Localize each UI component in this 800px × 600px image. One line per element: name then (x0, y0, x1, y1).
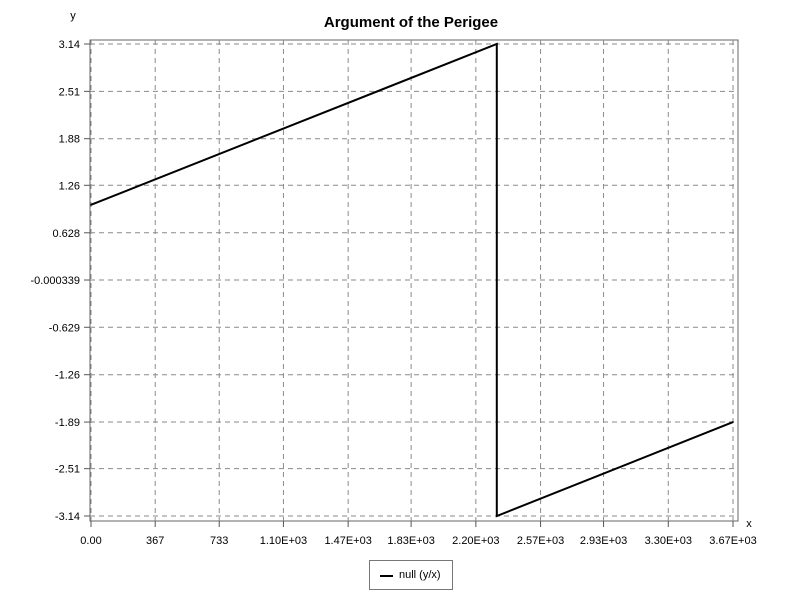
y-tick-label: -2.51 (55, 464, 80, 476)
y-tick-label: 3.14 (59, 39, 80, 51)
y-tick-label: 1.26 (59, 180, 80, 192)
data-point (496, 43, 498, 45)
x-tick-label: 1.47E+03 (324, 535, 371, 547)
series-line (90, 42, 734, 518)
y-tick-label: -1.89 (55, 417, 80, 429)
legend-swatch (380, 575, 393, 577)
data-point (732, 421, 734, 423)
axis-ticks: 0.00 367 733 1.10E+03 1.47E+03 1.83E+03 2.20E+… (30, 39, 756, 547)
y-tick-label: 1.88 (59, 134, 80, 146)
data-point (90, 204, 92, 206)
x-tick-label: 2.57E+03 (517, 535, 564, 547)
y-tick-label: -3.14 (55, 511, 80, 523)
x-tick-label: 1.10E+03 (260, 535, 307, 547)
y-tick-label: -0.629 (49, 322, 80, 334)
x-tick-label: 1.83E+03 (387, 535, 434, 547)
x-tick-label: 3.67E+03 (709, 535, 756, 547)
y-tick-label: -0.000339 (30, 275, 80, 287)
x-tick-label: 367 (146, 535, 164, 547)
x-tick-label: 2.93E+03 (580, 535, 627, 547)
legend: null (y/x) (369, 560, 453, 590)
x-tick-label: 2.20E+03 (452, 535, 499, 547)
x-tick-label: 3.30E+03 (645, 535, 692, 547)
y-tick-label: 0.628 (52, 228, 80, 240)
y-axis-label: y (70, 10, 76, 22)
series-group (90, 42, 734, 518)
x-tick-label: 733 (210, 535, 228, 547)
y-tick-label: -1.26 (55, 370, 80, 382)
grid-lines (90, 40, 738, 521)
x-tick-label: 0.00 (80, 535, 101, 547)
x-axis-label: x (746, 518, 752, 530)
legend-label: null (y/x) (399, 569, 441, 581)
y-tick-label: 2.51 (59, 86, 80, 98)
data-point (496, 515, 498, 517)
chart-title: Argument of the Perigee (324, 14, 498, 31)
